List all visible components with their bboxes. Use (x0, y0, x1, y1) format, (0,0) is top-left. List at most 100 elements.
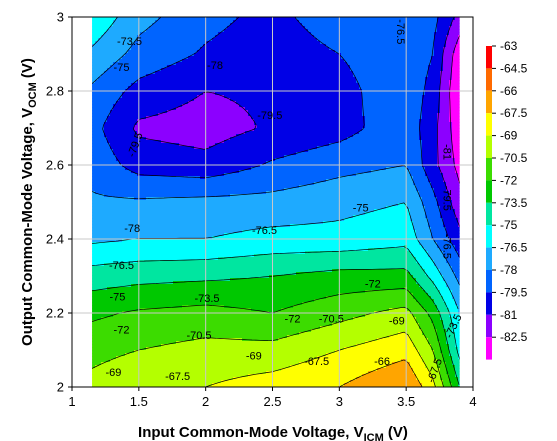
contour-cell (191, 41, 195, 45)
contour-cell (260, 29, 264, 33)
contour-cell (389, 23, 393, 27)
contour-cell (422, 26, 426, 30)
contour-cell (398, 23, 402, 27)
contour-cell (344, 44, 348, 48)
contour-cell (452, 44, 456, 48)
contour-cell (197, 41, 201, 45)
contour-cell (362, 44, 366, 48)
contour-cell (101, 17, 105, 21)
contour-cell (302, 44, 306, 48)
contour-cell (248, 35, 252, 39)
contour-cell (275, 23, 279, 27)
contour-cell (443, 35, 447, 39)
contour-cell (218, 26, 222, 30)
contour-cell (149, 50, 153, 54)
contour-cell (356, 47, 360, 51)
contour-cell (389, 47, 393, 51)
contour-cell (359, 20, 363, 24)
contour-cell (140, 50, 144, 54)
contour-cell (443, 29, 447, 33)
contour-cell (347, 32, 351, 36)
contour-cell (395, 20, 399, 24)
contour-cell (278, 44, 282, 48)
contour-cell (422, 23, 426, 27)
contour-cell (119, 20, 123, 24)
contour-cell (290, 23, 294, 27)
contour-cell (389, 20, 393, 24)
contour-cell (341, 17, 345, 21)
contour-cell (104, 35, 108, 39)
contour-cell (128, 44, 132, 48)
contour-cell (428, 17, 432, 21)
contour-cell (170, 23, 174, 27)
contour-cell (227, 38, 231, 42)
contour-cell (452, 38, 456, 42)
contour-cell (323, 20, 327, 24)
contour-cell (143, 50, 147, 54)
contour-cell (140, 26, 144, 30)
contour-cell (110, 32, 114, 36)
contour-cell (284, 23, 288, 27)
contour-cell (212, 50, 216, 54)
contour-cell (371, 41, 375, 45)
contour-cell (278, 47, 282, 51)
contour-cell (290, 35, 294, 39)
contour-cell (113, 41, 117, 45)
contour-cell (407, 47, 411, 51)
contour-cell (278, 41, 282, 45)
contour-cell (443, 47, 447, 51)
contour-cell (260, 50, 264, 54)
contour-cell (191, 29, 195, 33)
contour-cell (401, 26, 405, 30)
contour-cell (128, 47, 132, 51)
contour-cell (173, 38, 177, 42)
contour-cell (125, 35, 129, 39)
contour-cell (458, 38, 460, 42)
contour-cell (194, 29, 198, 33)
contour-cell (383, 26, 387, 30)
contour-cell (236, 23, 240, 27)
contour-cell (275, 41, 279, 45)
contour-cell (167, 53, 171, 57)
contour-cell (296, 26, 300, 30)
contour-cell (314, 29, 318, 33)
contour-cell (281, 35, 285, 39)
contour-cell (290, 32, 294, 36)
contour-cell (308, 41, 312, 45)
contour-cell (305, 32, 309, 36)
contour-cell (149, 17, 153, 21)
contour-cell (359, 23, 363, 27)
contour-cell (92, 23, 96, 27)
contour-cell (224, 50, 228, 54)
contour-cell (326, 32, 330, 36)
contour-cell (275, 20, 279, 24)
contour-cell (206, 35, 210, 39)
contour-cell (122, 47, 126, 51)
contour-cell (185, 35, 189, 39)
contour-cell (380, 38, 384, 42)
contour-cell (113, 35, 117, 39)
contour-cell (311, 38, 315, 42)
contour-cell (419, 17, 423, 21)
contour-cell (125, 17, 129, 21)
contour-cell (161, 17, 165, 21)
contour-cell (218, 50, 222, 54)
contour-cell (146, 44, 150, 48)
contour-cell (209, 35, 213, 39)
contour-cell (287, 50, 291, 54)
contour-cell (215, 23, 219, 27)
contour-cell (164, 29, 168, 33)
contour-cell (164, 41, 168, 45)
contour-cell (419, 38, 423, 42)
contour-cell (173, 44, 177, 48)
contour-cell (167, 32, 171, 36)
contour-cell (293, 35, 297, 39)
contour-cell (269, 50, 273, 54)
contour-cell (191, 50, 195, 54)
contour-cell (314, 44, 318, 48)
contour-cell (260, 35, 264, 39)
contour-cell (284, 29, 288, 33)
contour-cell (98, 23, 102, 27)
contour-cell (290, 26, 294, 30)
contour-cell (398, 38, 402, 42)
